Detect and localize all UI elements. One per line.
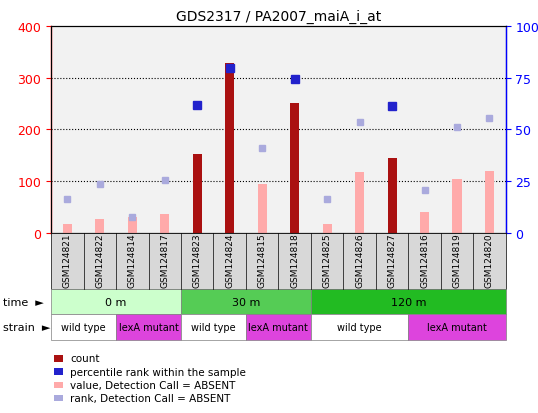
Text: GSM124819: GSM124819 (452, 233, 462, 287)
Text: wild type: wild type (191, 323, 236, 332)
Text: lexA mutant: lexA mutant (249, 323, 308, 332)
Bar (193, 154, 202, 233)
Text: lexA mutant: lexA mutant (118, 323, 179, 332)
Bar (258, 184, 267, 233)
Text: wild type: wild type (61, 323, 106, 332)
Bar (160, 214, 169, 233)
Text: time  ►: time ► (3, 297, 44, 307)
Text: GSM124823: GSM124823 (193, 233, 202, 287)
Text: 120 m: 120 m (391, 297, 426, 307)
Text: rank, Detection Call = ABSENT: rank, Detection Call = ABSENT (70, 393, 230, 403)
Text: strain  ►: strain ► (3, 323, 50, 332)
Text: GSM124814: GSM124814 (128, 233, 137, 287)
Bar (387, 159, 397, 233)
Text: GSM124817: GSM124817 (160, 233, 169, 287)
Bar (225, 64, 234, 233)
Text: 30 m: 30 m (232, 297, 260, 307)
Bar (63, 225, 72, 233)
Text: GSM124822: GSM124822 (95, 233, 104, 287)
Bar (128, 218, 137, 233)
Text: GSM124818: GSM124818 (290, 233, 299, 287)
Text: GSM124815: GSM124815 (258, 233, 267, 287)
Text: 0 m: 0 m (105, 297, 127, 307)
Bar (485, 171, 494, 233)
Text: value, Detection Call = ABSENT: value, Detection Call = ABSENT (70, 380, 235, 390)
Text: count: count (70, 354, 100, 363)
Text: lexA mutant: lexA mutant (427, 323, 487, 332)
Text: GSM124820: GSM124820 (485, 233, 494, 287)
Text: GSM124827: GSM124827 (387, 233, 397, 287)
Bar (95, 219, 104, 233)
Text: wild type: wild type (337, 323, 382, 332)
Bar (452, 179, 462, 233)
Bar (290, 103, 299, 233)
Text: GSM124821: GSM124821 (63, 233, 72, 287)
Title: GDS2317 / PA2007_maiA_i_at: GDS2317 / PA2007_maiA_i_at (176, 10, 381, 24)
Text: GSM124824: GSM124824 (225, 233, 234, 287)
Text: percentile rank within the sample: percentile rank within the sample (70, 367, 246, 377)
Text: GSM124816: GSM124816 (420, 233, 429, 287)
Text: GSM124825: GSM124825 (323, 233, 331, 287)
Bar (420, 213, 429, 233)
Bar (323, 225, 331, 233)
Text: GSM124826: GSM124826 (355, 233, 364, 287)
Bar (355, 173, 364, 233)
